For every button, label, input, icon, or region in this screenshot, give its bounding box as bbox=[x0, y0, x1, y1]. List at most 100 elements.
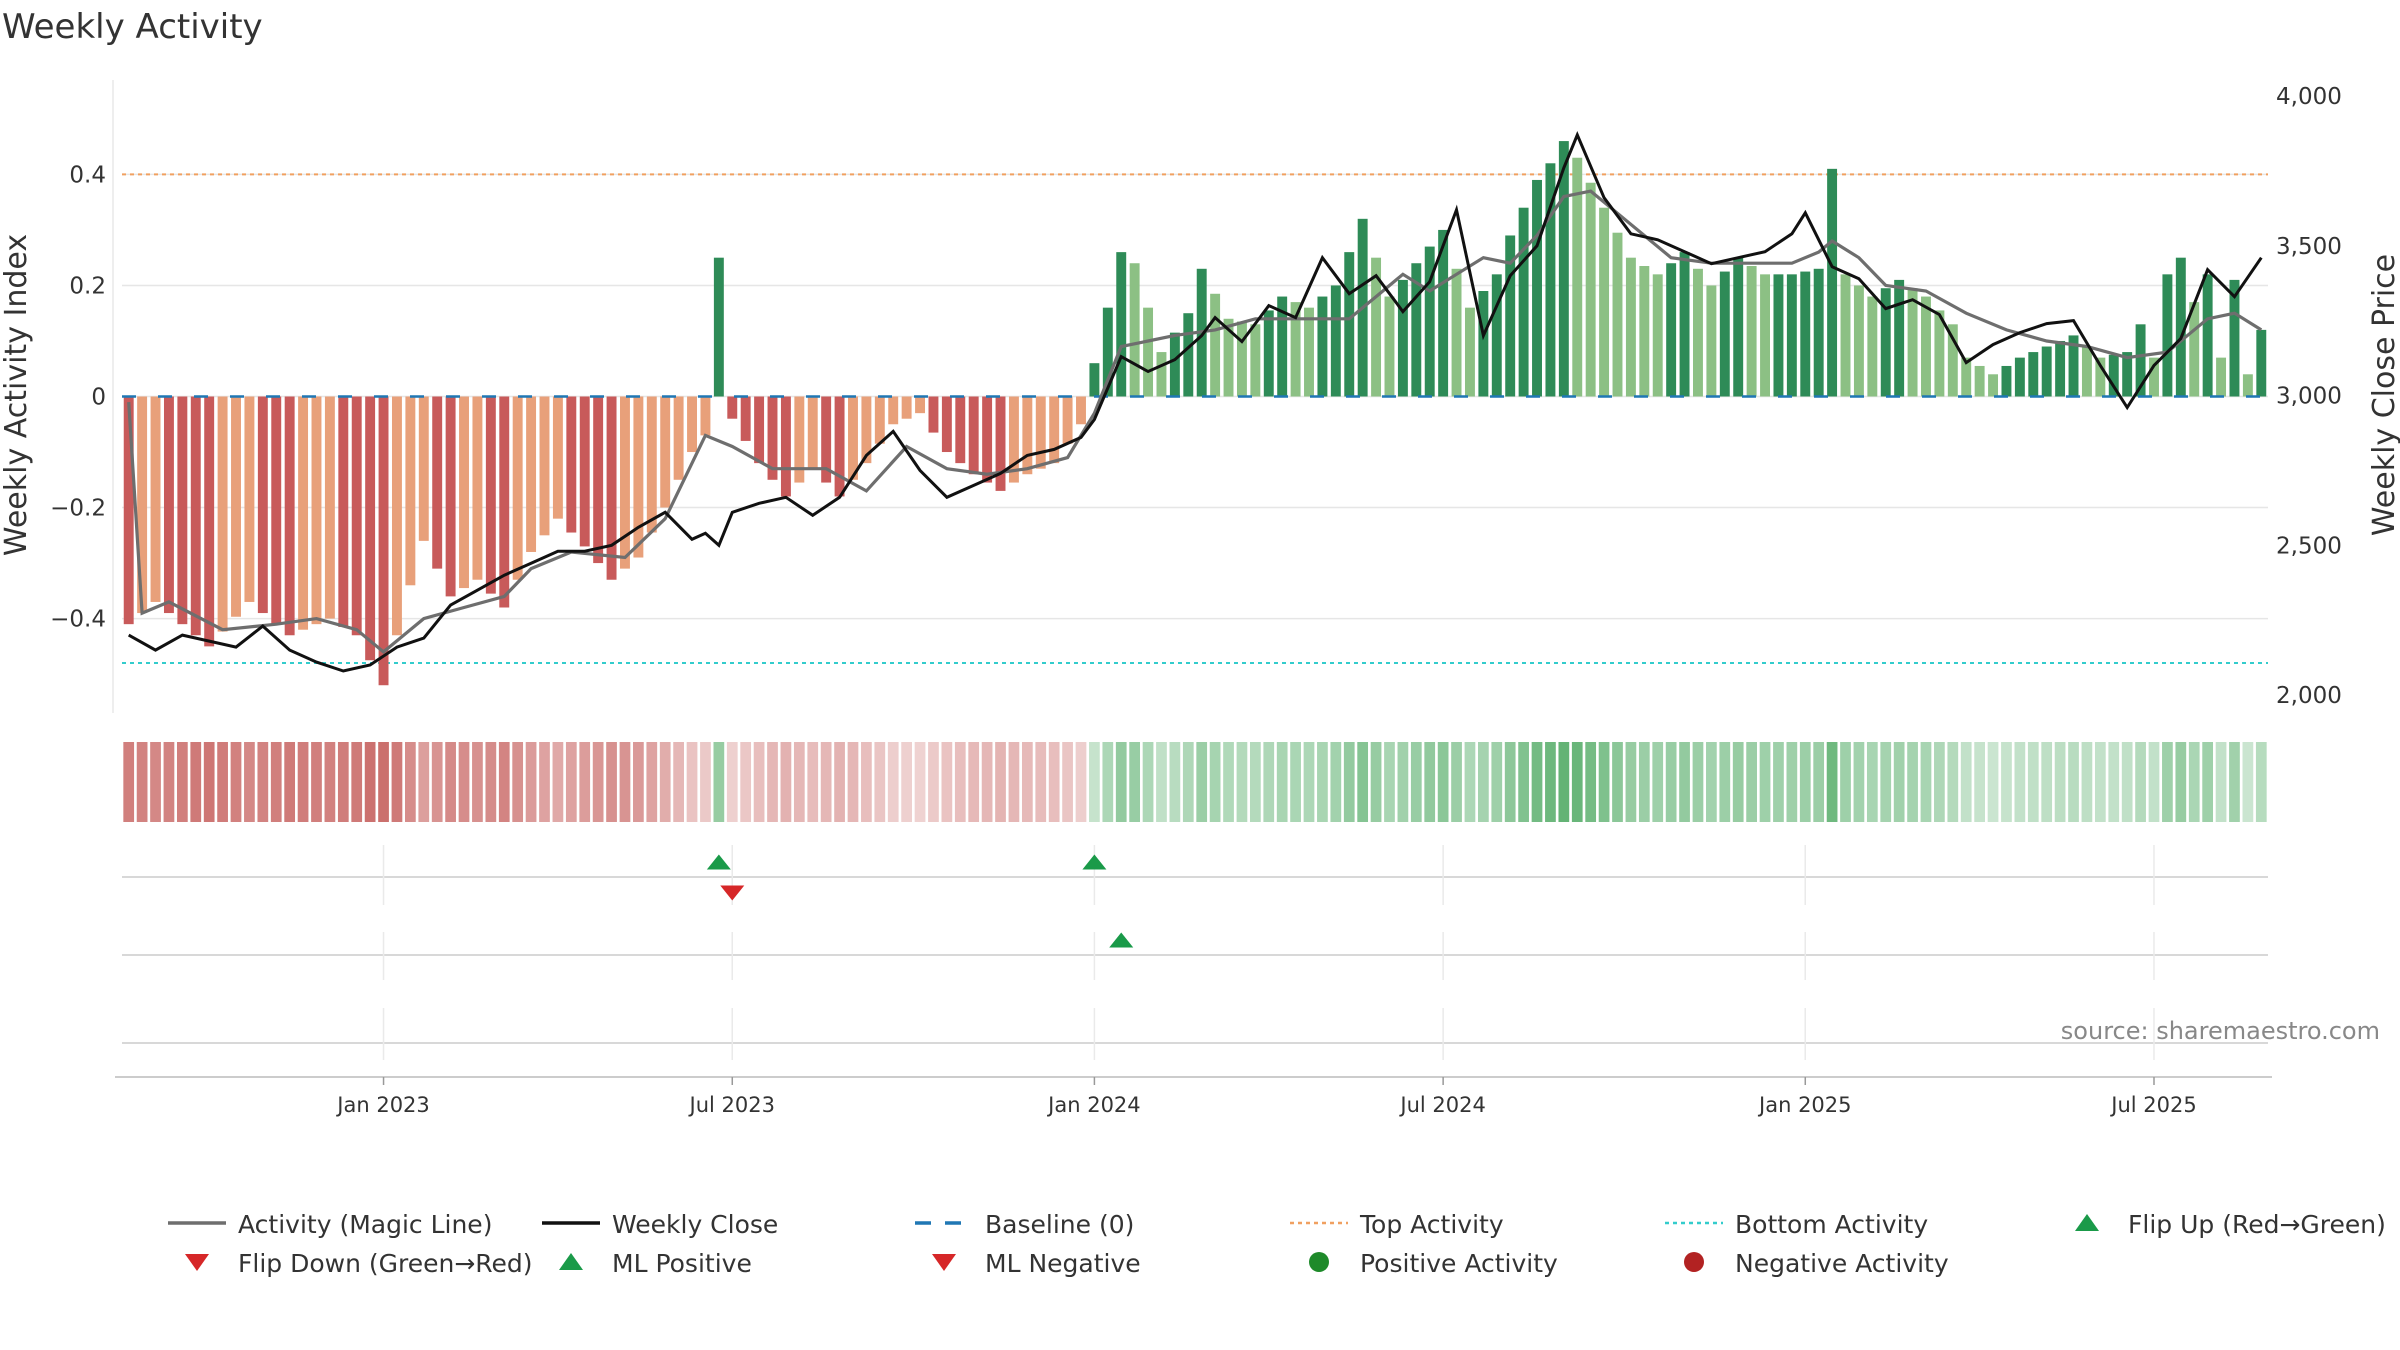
activity-bar bbox=[660, 396, 671, 508]
activity-bar bbox=[1585, 182, 1596, 397]
activity-bar bbox=[284, 396, 295, 636]
source-note: source: sharemaestro.com bbox=[2061, 1017, 2380, 1045]
activity-bar bbox=[1947, 324, 1958, 397]
activity-bar bbox=[2256, 329, 2267, 397]
activity-bar bbox=[1143, 307, 1154, 397]
heat-cell bbox=[820, 742, 832, 822]
activity-bar bbox=[526, 396, 537, 552]
heat-cell bbox=[1115, 742, 1127, 822]
heat-cell bbox=[740, 742, 752, 822]
activity-bar bbox=[1625, 257, 1636, 397]
activity-bar bbox=[1599, 207, 1610, 397]
heat-cell bbox=[1840, 742, 1851, 822]
activity-bar bbox=[1652, 274, 1663, 397]
activity-bar bbox=[1572, 157, 1583, 397]
heat-cell bbox=[1129, 742, 1141, 822]
heat-cell bbox=[1290, 742, 1301, 822]
heat-cell bbox=[539, 742, 550, 822]
heat-cell bbox=[1545, 742, 1556, 822]
reference-lines bbox=[122, 173, 2268, 665]
heat-cell bbox=[297, 742, 309, 822]
activity-bar bbox=[794, 396, 805, 483]
activity-bar bbox=[123, 396, 134, 625]
heat-cell bbox=[311, 742, 322, 822]
heat-cell bbox=[1357, 742, 1369, 822]
activity-bar bbox=[472, 396, 483, 580]
activity-bar bbox=[687, 396, 697, 453]
heat-cell bbox=[606, 742, 617, 822]
activity-bar bbox=[499, 396, 510, 608]
heat-cell bbox=[767, 742, 778, 822]
activity-bar bbox=[955, 396, 966, 464]
activity-bar bbox=[713, 257, 724, 397]
heat-cell bbox=[1652, 742, 1664, 822]
heat-cell bbox=[1410, 742, 1422, 822]
activity-bar bbox=[1156, 352, 1167, 397]
heat-cell bbox=[686, 742, 698, 822]
activity-bar bbox=[1894, 279, 1905, 397]
legend-swatch bbox=[932, 1254, 956, 1271]
heat-cell bbox=[525, 742, 537, 822]
x-tick-label: Jul 2023 bbox=[688, 1093, 775, 1117]
heat-cell bbox=[2255, 742, 2267, 822]
heat-cell bbox=[1934, 742, 1945, 822]
activity-bar bbox=[1719, 271, 1730, 397]
heat-cell bbox=[1263, 742, 1275, 822]
activity-bar bbox=[1008, 396, 1019, 483]
heat-cell bbox=[1491, 742, 1503, 822]
heat-cell bbox=[1223, 742, 1234, 822]
legend-item: Flip Down (Green→Red) bbox=[185, 1249, 533, 1278]
right-tick-label: 3,000 bbox=[2276, 384, 2342, 410]
heat-cell bbox=[780, 742, 792, 822]
heat-cell bbox=[1638, 742, 1650, 822]
activity-bar bbox=[606, 396, 617, 580]
heat-cell bbox=[418, 742, 430, 822]
heat-cell bbox=[1907, 742, 1918, 822]
activity-bar bbox=[2081, 346, 2092, 397]
activity-bar bbox=[834, 396, 845, 497]
activity-bar bbox=[807, 396, 818, 469]
activity-bar bbox=[1478, 291, 1489, 397]
legend-label: Top Activity bbox=[1359, 1210, 1504, 1239]
activity-bar bbox=[445, 396, 456, 597]
legend: Activity (Magic Line) Weekly Close Baselin… bbox=[168, 1210, 2386, 1278]
activity-bar bbox=[2041, 346, 2052, 397]
activity-bar bbox=[1907, 288, 1918, 397]
heat-cell bbox=[1974, 742, 1985, 822]
legend-label: Activity (Magic Line) bbox=[238, 1210, 492, 1239]
heat-cell bbox=[472, 742, 483, 822]
activity-bar bbox=[1102, 307, 1113, 397]
heat-cell bbox=[1330, 742, 1342, 822]
heat-cell bbox=[847, 742, 859, 822]
heat-cell bbox=[2121, 742, 2133, 822]
heat-cell bbox=[1384, 742, 1395, 822]
activity-bar bbox=[1518, 207, 1529, 397]
heat-cell bbox=[324, 742, 336, 822]
heat-cell bbox=[1169, 742, 1181, 822]
activity-heat-strip bbox=[123, 742, 2267, 822]
heat-cell bbox=[1008, 742, 1020, 822]
heat-cell bbox=[2001, 742, 2012, 822]
activity-bar bbox=[137, 396, 148, 614]
activity-bar bbox=[848, 396, 858, 480]
legend-item: Flip Up (Red→Green) bbox=[2075, 1210, 2386, 1239]
legend-swatch bbox=[1684, 1252, 1704, 1272]
activity-bar bbox=[271, 396, 282, 625]
activity-bar bbox=[459, 396, 469, 589]
heat-cell bbox=[2094, 742, 2106, 822]
legend-swatch bbox=[1309, 1252, 1329, 1272]
activity-bar bbox=[324, 396, 335, 619]
activity-bar bbox=[2122, 352, 2133, 397]
x-axis-ticks: Jan 2023 Jul 2023 Jan 2024 Jul 2024 Jan 2025… bbox=[335, 1077, 2197, 1117]
activity-bar bbox=[231, 396, 241, 617]
heat-cell bbox=[834, 742, 845, 822]
activity-bar bbox=[1813, 268, 1824, 397]
activity-bar bbox=[888, 396, 899, 425]
activity-bar bbox=[1397, 279, 1408, 397]
activity-bar bbox=[512, 396, 523, 580]
heat-cell bbox=[753, 742, 765, 822]
activity-bar bbox=[1223, 318, 1234, 397]
legend-item: Positive Activity bbox=[1309, 1249, 1558, 1278]
activity-bar bbox=[968, 396, 979, 475]
activity-bar bbox=[378, 396, 389, 686]
